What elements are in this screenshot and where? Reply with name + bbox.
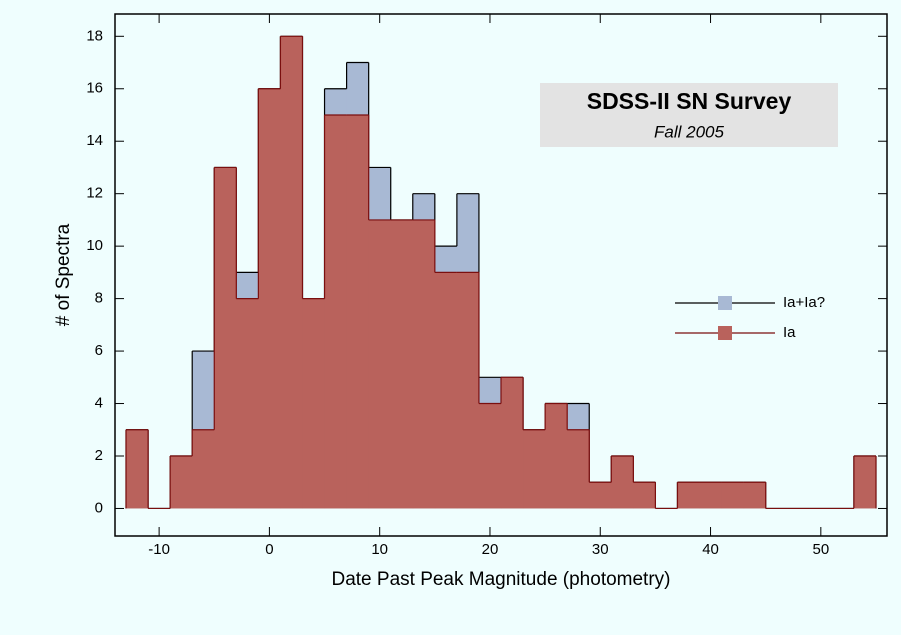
- y-tick-label: 14: [86, 132, 103, 149]
- x-tick-label: -10: [148, 541, 170, 558]
- legend-swatch: [718, 326, 732, 340]
- bar: [192, 429, 215, 509]
- bar: [478, 403, 502, 509]
- legend-swatch: [718, 296, 732, 310]
- bar: [324, 114, 348, 509]
- bar: [236, 298, 259, 509]
- bar: [567, 429, 590, 509]
- bar: [699, 482, 723, 509]
- x-tick-label: 50: [812, 541, 829, 558]
- chart-title: SDSS-II SN Survey: [587, 88, 792, 114]
- legend-label: Ia+Ia?: [783, 294, 825, 311]
- bar: [501, 377, 524, 509]
- x-tick-label: 0: [265, 541, 273, 558]
- bar: [346, 114, 370, 509]
- bar: [589, 482, 612, 509]
- y-tick-label: 12: [86, 185, 103, 202]
- bar: [368, 219, 392, 509]
- y-tick-label: 8: [95, 290, 103, 307]
- bar: [126, 429, 149, 509]
- y-axis-label: # of Spectra: [53, 223, 74, 326]
- bar: [434, 272, 458, 509]
- x-tick-label: 10: [371, 541, 388, 558]
- x-tick-label: 20: [482, 541, 499, 558]
- y-tick-label: 6: [95, 342, 103, 359]
- x-axis-label: Date Past Peak Magnitude (photometry): [331, 569, 670, 590]
- bar: [258, 88, 281, 509]
- bar: [280, 36, 303, 509]
- x-tick-label: 30: [592, 541, 609, 558]
- title-box: [540, 83, 838, 147]
- bar: [611, 455, 634, 509]
- bar: [456, 272, 480, 509]
- legend-label: Ia: [783, 324, 796, 341]
- bar: [390, 219, 414, 509]
- plot-frame: [114, 13, 888, 537]
- bar: [721, 482, 745, 509]
- x-tick-label: 40: [702, 541, 719, 558]
- y-tick-label: 4: [95, 395, 103, 412]
- chart-subtitle: Fall 2005: [654, 122, 724, 141]
- bar: [302, 298, 326, 509]
- bar: [412, 219, 436, 509]
- y-tick-label: 16: [86, 80, 103, 97]
- bar: [633, 482, 656, 509]
- y-tick-label: 0: [95, 499, 103, 516]
- bar: [677, 482, 701, 509]
- bar: [170, 455, 193, 509]
- y-tick-label: 2: [95, 447, 103, 464]
- y-tick-label: 18: [86, 27, 103, 44]
- bar: [853, 455, 877, 509]
- bar: [545, 403, 568, 509]
- bar: [523, 429, 546, 509]
- bar: [743, 482, 767, 509]
- bar: [214, 167, 237, 509]
- y-tick-label: 10: [86, 237, 103, 254]
